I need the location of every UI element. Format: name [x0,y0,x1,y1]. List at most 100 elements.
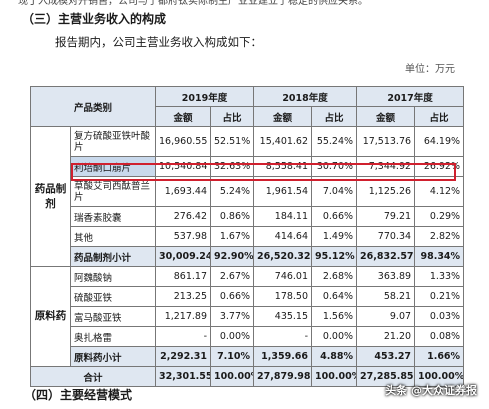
product-name: 富马酸亚铁 [69,306,157,327]
ratio-cell: 30.70% [311,156,358,177]
header-amount: 金额 [356,106,416,127]
category-cell: 原料药 [30,266,71,367]
amount-cell: 79.21 [356,206,416,227]
amount-cell: - [155,326,212,347]
ratio-cell: 52.51% [210,126,255,157]
amount-cell: 1,359.66 [253,346,313,367]
ratio-cell: 4.88% [311,346,358,367]
ratio-cell: 0.03% [414,306,465,327]
ratio-cell: 0.66% [210,286,255,307]
amount-cell: 1,961.54 [253,176,313,207]
amount-cell: 184.11 [253,206,313,227]
ratio-cell: 5.24% [210,176,255,207]
amount-cell: 178.50 [253,286,313,307]
ratio-cell: 55.24% [311,126,358,157]
amount-cell: 30,009.24 [155,246,212,267]
ratio-cell: 100.00% [414,366,465,387]
product-name: 草酸艾司西酞普兰片 [69,176,157,207]
amount-cell: 58.21 [356,286,416,307]
amount-cell: 1,217.89 [155,306,212,327]
amount-cell: 9.07 [356,306,416,327]
watermark: 头条 @大众证券报 [385,384,477,397]
table-row: 草酸艾司西酞普兰片 1,693.44 5.24% 1,961.54 7.04% … [31,176,465,207]
amount-cell: 7,344.92 [356,156,416,177]
ratio-cell: 1.49% [311,226,358,247]
ratio-cell: 2.82% [414,226,465,247]
table-row: 原料药 阿魏酸钠 861.17 2.67% 746.01 2.68% 363.8… [30,266,465,367]
table-row: 奥扎格雷 - 0.00% - 0.00% 21.20 0.08% [31,326,465,347]
header-ratio: 占比 [311,106,358,127]
header-year: 2017年度 [356,86,465,107]
ratio-cell: 26.92% [414,156,465,177]
ratio-cell: 0.66% [311,206,358,227]
total-label: 合计 [29,366,157,387]
ratio-cell: 1.66% [414,346,465,367]
ratio-cell: 95.12% [311,246,358,267]
amount-cell: 213.25 [155,286,212,307]
ratio-cell: 0.21% [414,286,465,307]
amount-cell: 27,285.85 [356,366,416,387]
ratio-cell: 0.00% [210,326,255,347]
amount-cell: - [253,326,313,347]
amount-cell: 27,879.98 [253,366,313,387]
amount-cell: 770.34 [356,226,416,247]
amount-cell: 26,520.32 [253,246,313,267]
truncated-top-text: 现丁入成模对开销售，公司与了都府钛实际制主产业业建立了稳定的供应关系。 [18,0,368,7]
amount-cell: 453.27 [356,346,416,367]
ratio-cell: 100.00% [210,366,255,387]
subtotal-label: 药品制剂小计 [69,246,157,267]
table-row-highlighted: 利培酮口崩片 10,540.84 32.63% 8,558.41 30.70% … [31,156,465,177]
amount-cell: 537.98 [155,226,212,247]
category-cell: 药品制剂 [30,126,71,267]
product-name: 其他 [69,226,157,247]
ratio-cell: 1.67% [210,226,255,247]
amount-cell: 21.20 [356,326,416,347]
amount-cell: 26,832.57 [356,246,416,267]
ratio-cell: 0.08% [414,326,465,347]
amount-cell: 414.64 [253,226,313,247]
amount-cell: 15,401.62 [253,126,313,157]
amount-cell: 861.17 [155,266,212,287]
product-name: 利培酮口崩片 [69,156,157,177]
amount-cell: 17,513.76 [356,126,416,157]
ratio-cell: 1.56% [311,306,358,327]
ratio-cell: 64.19% [414,126,465,157]
next-section-heading: （四）主要经营模式 [24,388,133,402]
product-name: 阿魏酸钠 [69,266,157,287]
intro-paragraph: 报告期内，公司主营业务收入构成如下： [55,35,262,49]
unit-label: 单位：万元 [405,64,455,75]
table-row: 瑞香素胶囊 276.42 0.86% 184.11 0.66% 79.21 0.… [31,206,465,227]
ratio-cell: 100.00% [311,366,358,387]
total-row: 合计 32,301.55 100.00% 27,879.98 100.00% 2… [29,366,465,387]
ratio-cell: 2.68% [311,266,358,287]
product-name: 硫酸亚铁 [69,286,157,307]
ratio-cell: 98.34% [414,246,465,267]
ratio-cell: 4.12% [414,176,465,207]
ratio-cell: 7.04% [311,176,358,207]
header-year: 2018年度 [253,86,358,107]
ratio-cell: 2.67% [210,266,255,287]
table-row: 富马酸亚铁 1,217.89 3.77% 435.15 1.56% 9.07 0… [31,306,465,327]
amount-cell: 363.89 [356,266,416,287]
amount-cell: 32,301.55 [155,366,212,387]
subtotal-label: 原料药小计 [69,346,157,367]
header-ratio: 占比 [414,106,465,127]
product-name: 瑞香素胶囊 [69,206,157,227]
header-amount: 金额 [253,106,313,127]
ratio-cell: 7.10% [210,346,255,367]
ratio-cell: 1.33% [414,266,465,287]
subtotal-row: 药品制剂小计 30,009.24 92.90% 26,520.32 95.12%… [31,246,465,267]
ratio-cell: 3.77% [210,306,255,327]
header-ratio: 占比 [210,106,255,127]
amount-cell: 746.01 [253,266,313,287]
amount-cell: 16,960.55 [155,126,212,157]
amount-cell: 2,292.31 [155,346,212,367]
amount-cell: 10,540.84 [155,156,212,177]
ratio-cell: 32.63% [210,156,255,177]
amount-cell: 276.42 [155,206,212,227]
table-row: 其他 537.98 1.67% 414.64 1.49% 770.34 2.82… [31,226,465,247]
ratio-cell: 0.86% [210,206,255,227]
product-name: 奥扎格雷 [69,326,157,347]
header-year: 2019年度 [155,86,255,107]
subtotal-row: 原料药小计 2,292.31 7.10% 1,359.66 4.88% 453.… [31,346,465,367]
